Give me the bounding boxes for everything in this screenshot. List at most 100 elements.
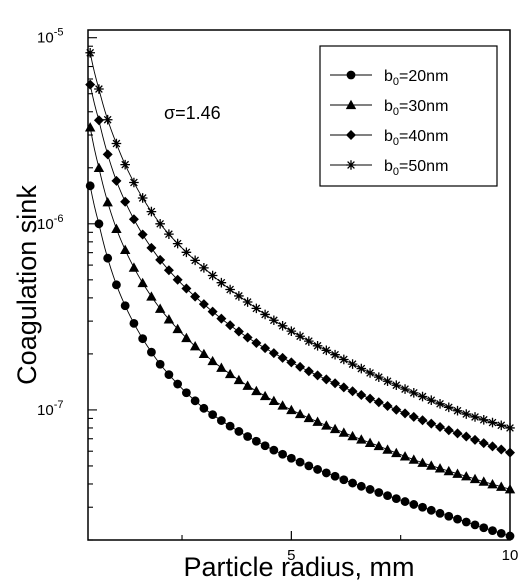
data-point [190, 396, 200, 406]
data-point [172, 274, 183, 285]
data-point [208, 410, 218, 420]
data-point [329, 423, 341, 434]
data-point [487, 478, 498, 489]
data-point [391, 447, 402, 458]
data-point [189, 340, 201, 351]
data-point [365, 368, 375, 378]
data-point [120, 159, 130, 170]
data-point [461, 431, 472, 442]
data-point [452, 468, 463, 478]
data-point [94, 84, 104, 94]
data-point [443, 425, 454, 436]
data-point [128, 262, 140, 272]
data-point [198, 348, 210, 359]
data-point [102, 196, 113, 207]
data-point [286, 357, 297, 368]
data-point [112, 280, 121, 290]
data-point [312, 370, 323, 381]
y-tick-label: 10-6 [37, 213, 63, 233]
data-point [243, 432, 253, 441]
annotation-sigma: σ=1.46 [164, 103, 221, 123]
data-point [478, 476, 489, 486]
data-point [304, 461, 314, 471]
data-point [356, 389, 367, 400]
data-point [164, 370, 174, 379]
data-point [260, 309, 270, 320]
data-point [268, 348, 279, 359]
data-point [138, 334, 148, 344]
data-point [259, 390, 271, 401]
data-point [233, 326, 244, 337]
data-point [268, 395, 280, 406]
data-point [251, 303, 262, 314]
data-point [164, 229, 174, 239]
data-point [470, 412, 480, 422]
data-point [408, 388, 419, 398]
data-point [111, 175, 122, 186]
data-point [435, 398, 445, 409]
data-point [382, 444, 393, 454]
data-point [93, 162, 105, 172]
data-point [129, 177, 139, 188]
data-point [347, 386, 358, 397]
series-circle [85, 181, 515, 541]
data-point [260, 441, 270, 451]
data-point [269, 445, 279, 455]
data-point [278, 449, 288, 459]
data-point [487, 441, 498, 452]
data-point [338, 382, 349, 393]
data-point [426, 460, 437, 470]
data-point [330, 378, 341, 389]
data-point [426, 395, 437, 406]
data-point [225, 284, 235, 295]
data-point [417, 415, 428, 426]
data-point [339, 354, 349, 365]
legend-marker [346, 130, 356, 140]
data-point [286, 326, 297, 336]
data-point [452, 428, 463, 439]
data-point [330, 349, 340, 360]
data-point [488, 526, 497, 535]
data-point [234, 427, 244, 436]
data-point [137, 229, 148, 240]
data-point [382, 376, 393, 387]
data-point [111, 223, 122, 233]
x-tick-label: 10 [502, 547, 519, 564]
data-point [347, 430, 358, 441]
legend-label: b0=50nm [384, 158, 448, 178]
data-point [225, 421, 235, 431]
data-point [233, 374, 245, 385]
data-point [418, 502, 427, 512]
data-point [294, 408, 306, 419]
data-point [173, 379, 183, 389]
data-point [85, 47, 95, 58]
data-point [408, 411, 419, 422]
data-point [417, 391, 428, 402]
data-point [137, 193, 148, 203]
data-point [312, 340, 323, 351]
data-point [479, 523, 489, 533]
data-point [102, 149, 113, 160]
data-point [321, 374, 332, 385]
data-point [374, 488, 384, 497]
data-point [400, 384, 410, 394]
data-point [304, 336, 314, 346]
series-diamond [85, 79, 515, 458]
data-point [147, 347, 156, 357]
data-point [102, 114, 113, 125]
data-point [146, 291, 157, 301]
data-point [277, 400, 288, 410]
data-point [111, 138, 122, 149]
data-point [93, 115, 104, 126]
data-point [443, 402, 454, 413]
data-point [94, 219, 104, 229]
data-point [461, 471, 472, 481]
data-point [216, 313, 227, 324]
data-point [400, 497, 410, 506]
data-point [190, 255, 200, 266]
x-axis-title: Particle radius, mm [183, 552, 414, 582]
legend-label: b0=20nm [384, 68, 448, 88]
data-point [321, 420, 332, 430]
data-point [383, 491, 392, 501]
data-point [163, 314, 175, 324]
